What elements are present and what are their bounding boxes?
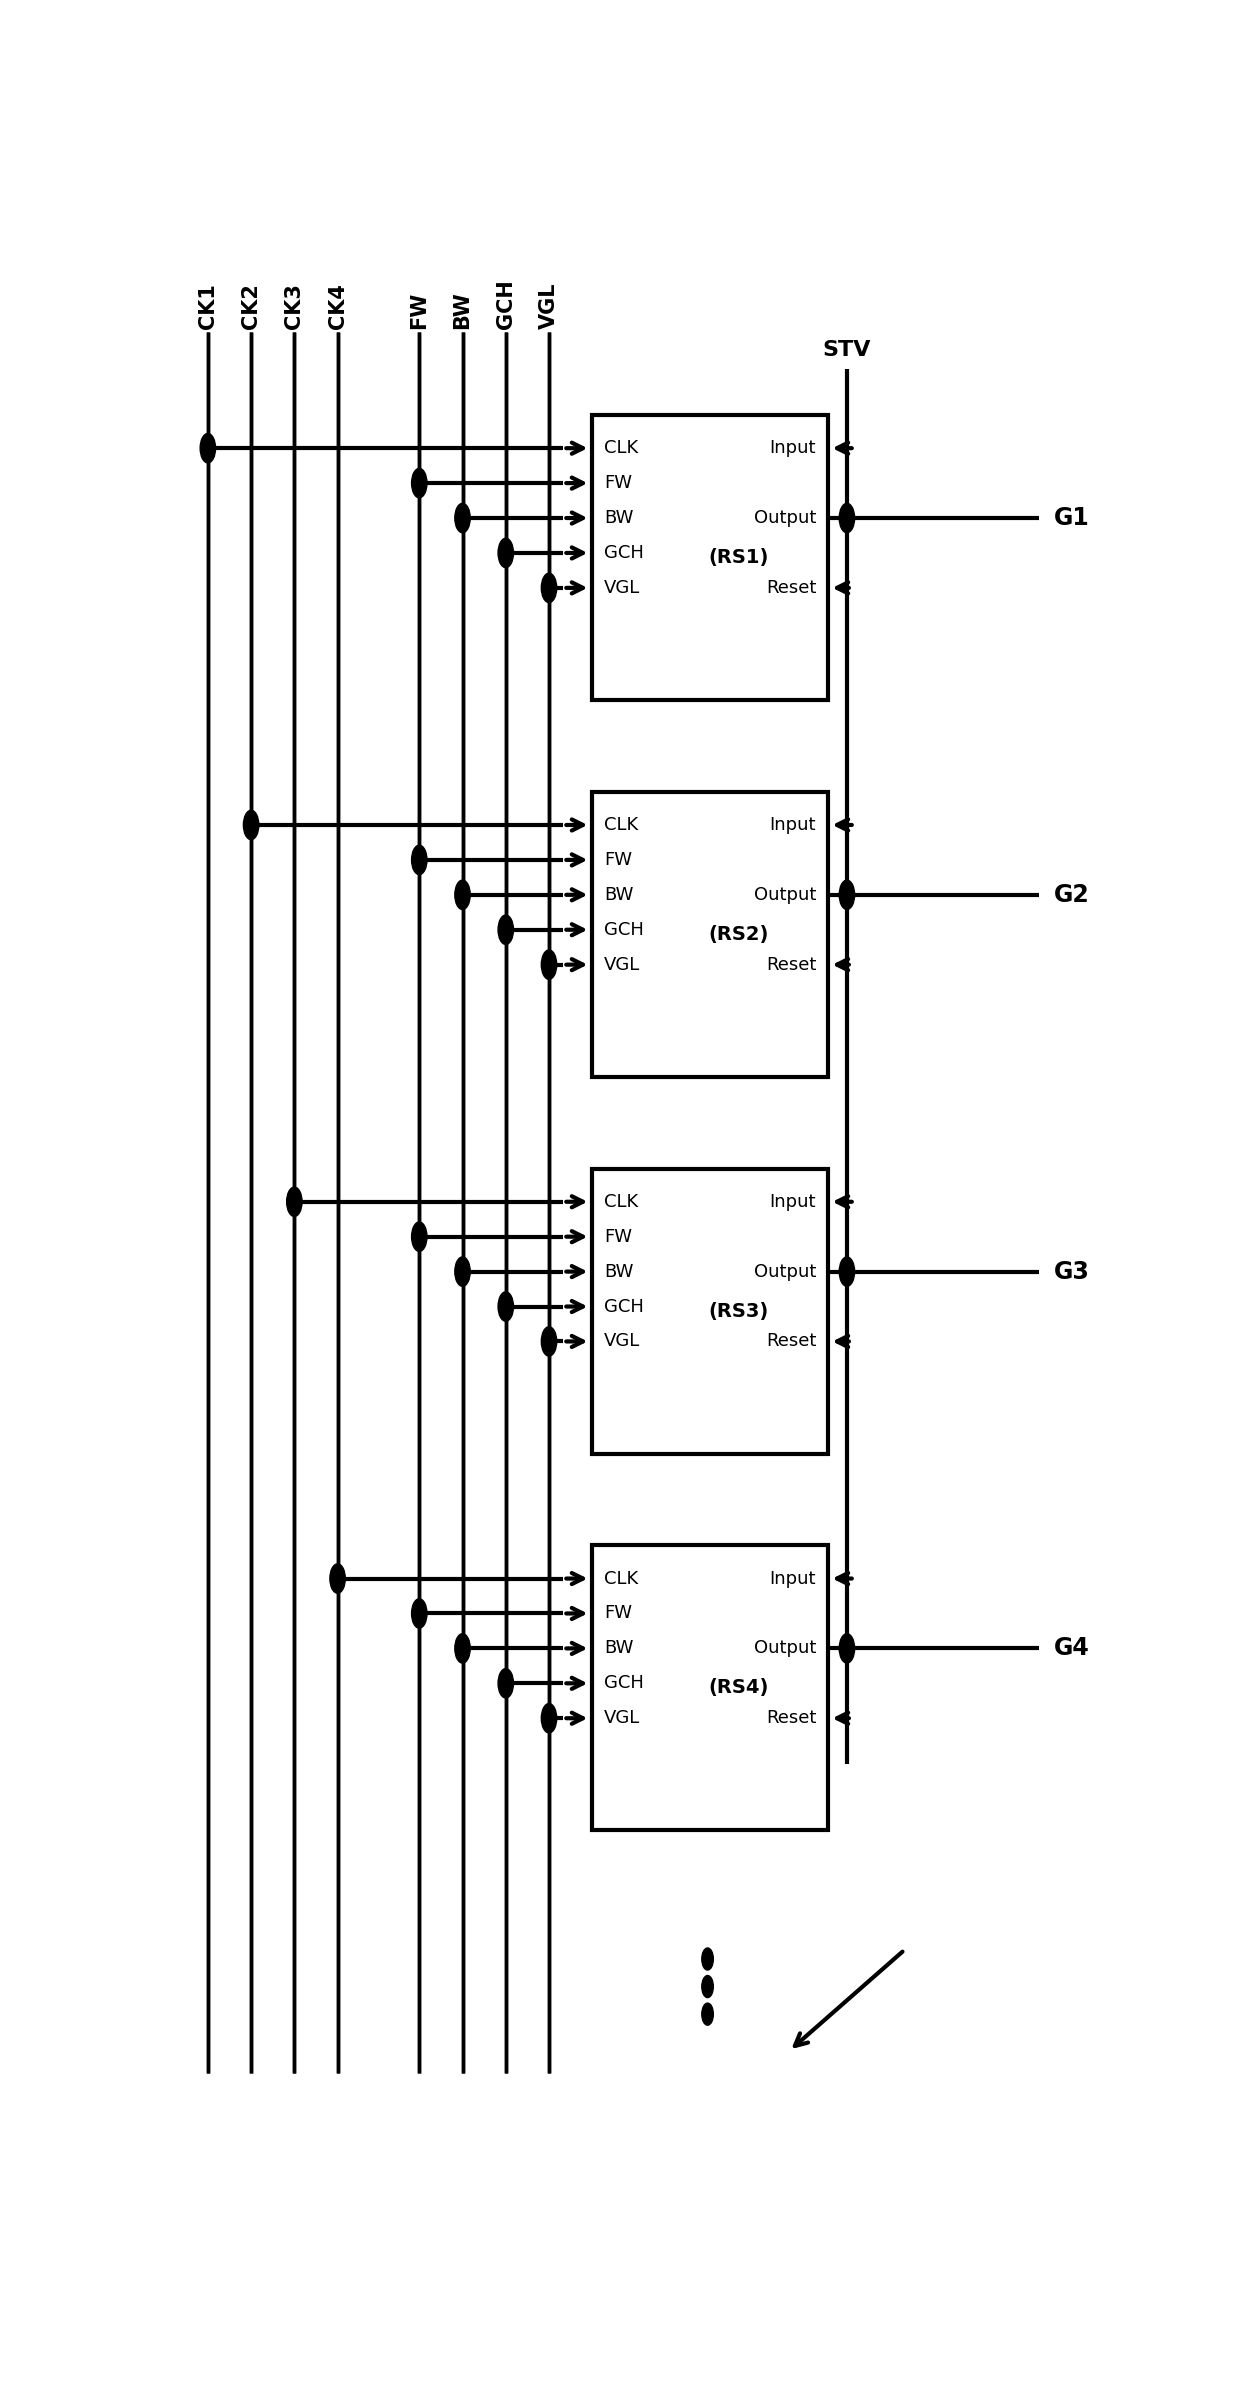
Circle shape xyxy=(839,1258,854,1287)
Text: GCH: GCH xyxy=(604,1673,644,1692)
Circle shape xyxy=(243,809,259,840)
Text: Input: Input xyxy=(770,1194,816,1210)
Text: VGL: VGL xyxy=(604,955,640,974)
Text: (RS3): (RS3) xyxy=(709,1301,769,1320)
Text: (RS1): (RS1) xyxy=(708,549,769,568)
Text: FW: FW xyxy=(604,1604,632,1623)
Circle shape xyxy=(200,434,216,463)
Text: CLK: CLK xyxy=(604,439,639,458)
Circle shape xyxy=(412,845,427,874)
Text: CLK: CLK xyxy=(604,816,639,833)
Circle shape xyxy=(839,881,854,909)
Circle shape xyxy=(498,914,513,945)
Text: Input: Input xyxy=(770,439,816,458)
Text: FW: FW xyxy=(604,475,632,492)
Text: BW: BW xyxy=(604,1640,634,1657)
Text: Output: Output xyxy=(754,1640,816,1657)
Text: Input: Input xyxy=(770,1571,816,1587)
Text: STV: STV xyxy=(822,339,872,360)
Text: G3: G3 xyxy=(1054,1260,1090,1284)
Circle shape xyxy=(455,881,470,909)
Text: FW: FW xyxy=(409,291,429,329)
Text: VGL: VGL xyxy=(604,1709,640,1728)
Bar xyxy=(593,1170,828,1454)
Text: BW: BW xyxy=(604,1263,634,1279)
Circle shape xyxy=(542,1327,557,1356)
Text: Reset: Reset xyxy=(766,1709,816,1728)
Circle shape xyxy=(839,504,854,532)
Circle shape xyxy=(702,1948,713,1969)
Circle shape xyxy=(455,1633,470,1664)
Circle shape xyxy=(412,1222,427,1251)
Text: GCH: GCH xyxy=(604,1299,644,1315)
Text: CLK: CLK xyxy=(604,1194,639,1210)
Bar xyxy=(593,415,828,699)
Text: (RS4): (RS4) xyxy=(708,1678,769,1697)
Text: GCH: GCH xyxy=(604,544,644,561)
Text: (RS2): (RS2) xyxy=(708,924,769,943)
Text: GCH: GCH xyxy=(604,921,644,938)
Text: Input: Input xyxy=(770,816,816,833)
Text: CLK: CLK xyxy=(604,1571,639,1587)
Text: VGL: VGL xyxy=(604,1332,640,1351)
Text: Output: Output xyxy=(754,886,816,905)
Text: BW: BW xyxy=(604,886,634,905)
Text: Output: Output xyxy=(754,508,816,528)
Circle shape xyxy=(498,1669,513,1697)
Text: FW: FW xyxy=(604,1227,632,1246)
Bar xyxy=(593,1544,828,1831)
Text: BW: BW xyxy=(453,291,472,329)
Text: G4: G4 xyxy=(1054,1637,1089,1661)
Circle shape xyxy=(412,468,427,499)
Text: Reset: Reset xyxy=(766,1332,816,1351)
Text: GCH: GCH xyxy=(496,279,516,329)
Circle shape xyxy=(542,950,557,979)
Bar xyxy=(593,792,828,1077)
Text: Reset: Reset xyxy=(766,955,816,974)
Circle shape xyxy=(455,1258,470,1287)
Circle shape xyxy=(839,1633,854,1664)
Text: CK1: CK1 xyxy=(198,282,218,329)
Text: CK3: CK3 xyxy=(284,282,304,329)
Text: FW: FW xyxy=(604,850,632,869)
Circle shape xyxy=(455,504,470,532)
Circle shape xyxy=(498,1291,513,1322)
Circle shape xyxy=(498,537,513,568)
Circle shape xyxy=(286,1186,303,1217)
Text: Output: Output xyxy=(754,1263,816,1279)
Text: VGL: VGL xyxy=(604,580,640,597)
Circle shape xyxy=(542,573,557,602)
Circle shape xyxy=(542,1704,557,1733)
Circle shape xyxy=(702,2003,713,2024)
Circle shape xyxy=(412,1599,427,1628)
Text: VGL: VGL xyxy=(539,282,559,329)
Text: G1: G1 xyxy=(1054,506,1089,530)
Text: CK2: CK2 xyxy=(241,282,262,329)
Circle shape xyxy=(330,1563,345,1592)
Circle shape xyxy=(702,1976,713,1998)
Text: G2: G2 xyxy=(1054,883,1089,907)
Text: Reset: Reset xyxy=(766,580,816,597)
Text: CK4: CK4 xyxy=(327,282,347,329)
Text: BW: BW xyxy=(604,508,634,528)
